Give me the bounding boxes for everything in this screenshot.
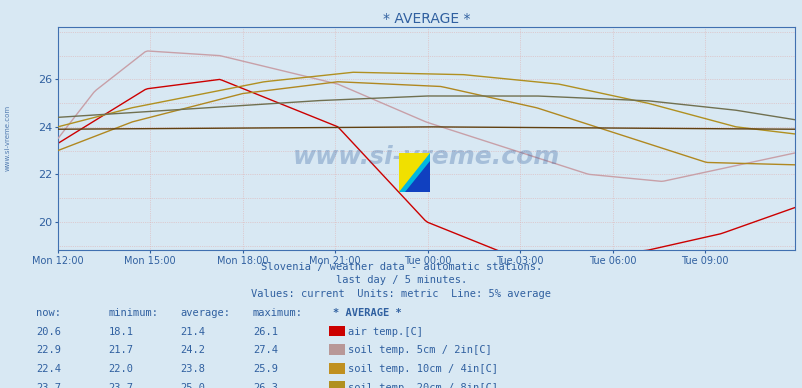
- Text: 22.4: 22.4: [36, 364, 61, 374]
- Text: 27.4: 27.4: [253, 345, 277, 355]
- Text: now:: now:: [36, 308, 61, 318]
- Polygon shape: [399, 153, 429, 192]
- Text: 22.0: 22.0: [108, 364, 133, 374]
- Text: 23.8: 23.8: [180, 364, 205, 374]
- Text: www.si-vreme.com: www.si-vreme.com: [293, 145, 559, 168]
- Text: 22.9: 22.9: [36, 345, 61, 355]
- Polygon shape: [399, 153, 429, 192]
- Text: minimum:: minimum:: [108, 308, 158, 318]
- Polygon shape: [405, 161, 429, 192]
- Text: Slovenia / weather data - automatic stations.: Slovenia / weather data - automatic stat…: [261, 262, 541, 272]
- Text: 18.1: 18.1: [108, 327, 133, 337]
- Text: 26.3: 26.3: [253, 383, 277, 388]
- Text: 21.4: 21.4: [180, 327, 205, 337]
- Text: 23.7: 23.7: [36, 383, 61, 388]
- Text: * AVERAGE *: * AVERAGE *: [333, 308, 402, 318]
- Text: 26.1: 26.1: [253, 327, 277, 337]
- Text: air temp.[C]: air temp.[C]: [347, 327, 422, 337]
- Text: last day / 5 minutes.: last day / 5 minutes.: [335, 275, 467, 285]
- Text: maximum:: maximum:: [253, 308, 302, 318]
- Text: 24.2: 24.2: [180, 345, 205, 355]
- Text: 20.6: 20.6: [36, 327, 61, 337]
- Text: Values: current  Units: metric  Line: 5% average: Values: current Units: metric Line: 5% a…: [251, 289, 551, 299]
- Polygon shape: [399, 153, 429, 192]
- Title: * AVERAGE *: * AVERAGE *: [383, 12, 469, 26]
- Text: soil temp. 10cm / 4in[C]: soil temp. 10cm / 4in[C]: [347, 364, 497, 374]
- Text: soil temp. 20cm / 8in[C]: soil temp. 20cm / 8in[C]: [347, 383, 497, 388]
- Text: 21.7: 21.7: [108, 345, 133, 355]
- Text: soil temp. 5cm / 2in[C]: soil temp. 5cm / 2in[C]: [347, 345, 491, 355]
- Text: 23.7: 23.7: [108, 383, 133, 388]
- Text: 25.9: 25.9: [253, 364, 277, 374]
- Text: www.si-vreme.com: www.si-vreme.com: [5, 105, 11, 171]
- Text: average:: average:: [180, 308, 230, 318]
- Text: 25.0: 25.0: [180, 383, 205, 388]
